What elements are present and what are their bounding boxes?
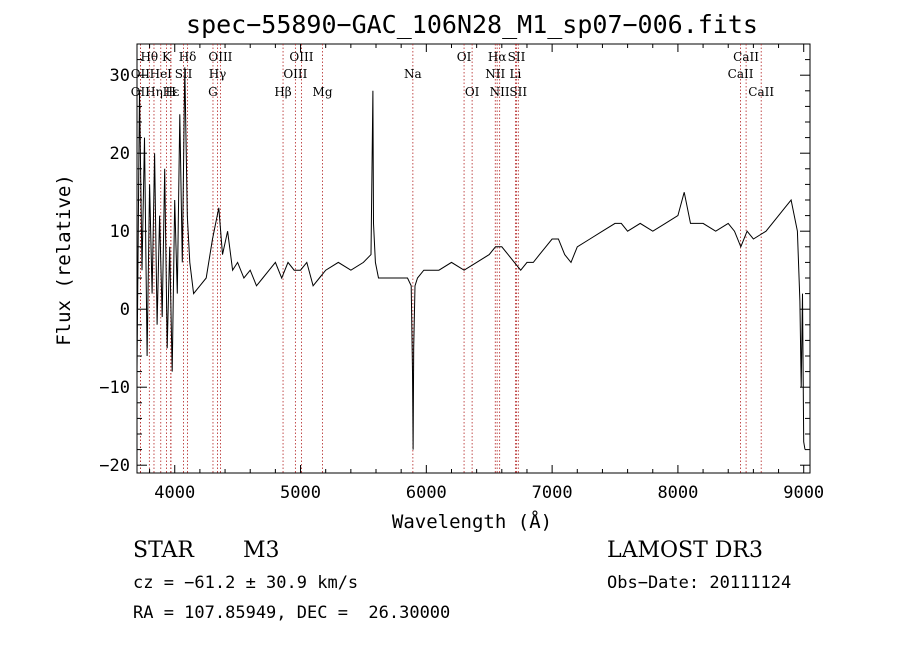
survey-name: LAMOST DR3 [607,538,763,563]
ra-dec-coordinates: RA = 107.85949, DEC = 26.30000 [133,603,451,623]
line-label-23: Hβ [274,85,291,99]
x-axis-ticks: 4000 5000 6000 7000 8000 9000 [149,44,824,503]
x-tick-label: 4000 [154,483,195,503]
line-label-4: OIII [289,50,313,64]
y-axis-ticks: −20 −10 0 10 20 30 [99,43,810,476]
y-tick-label: 20 [110,144,130,164]
emission-line-markers [139,44,762,473]
y-tick-label: −20 [99,456,130,476]
line-label-9: OII [131,67,151,81]
chart-title: spec−55890−GAC_106N28_M1_sp07−006.fits [186,10,758,39]
x-tick-label: 6000 [406,483,447,503]
y-tick-label: 10 [110,222,130,242]
observation-date: Obs−Date: 20111124 [607,573,792,593]
plot-frame [136,43,811,474]
redshift-cz: cz = −61.2 ± 30.9 km/s [133,573,359,593]
line-label-7: SII [508,50,526,64]
line-label-20: Hη [145,85,163,99]
line-label-16: Li [509,67,521,81]
line-label-11: SII [175,67,193,81]
object-class: STAR [133,538,194,563]
object-subclass: M3 [243,538,280,563]
line-label-17: CaII [728,67,754,81]
line-label-18: OII [131,85,151,99]
line-label-26: NII [490,85,510,99]
line-label-6: Hα [488,50,507,64]
line-label-8: CaII [733,50,759,64]
line-label-14: Na [404,67,422,81]
y-axis-label: Flux (relative) [53,174,75,346]
line-label-12: Hγ [209,67,227,81]
line-label-21: H [165,85,175,99]
y-tick-label: 0 [120,300,130,320]
y-tick-label: 30 [110,66,130,86]
line-label-15: NII [485,67,505,81]
line-label-10: HeI [150,67,173,81]
x-tick-label: 5000 [280,483,321,503]
y-tick-label: −10 [99,378,130,398]
line-label-19: Hε [163,85,180,99]
line-label-3: OIII [208,50,232,64]
x-axis-label: Wavelength (Å) [392,510,552,533]
line-label-28: CaII [748,85,774,99]
line-label-27: SII [509,85,527,99]
line-label-5: OI [457,50,472,64]
line-label-22: G [208,85,218,99]
line-label-0: Hθ [140,50,158,64]
x-tick-label: 9000 [783,483,824,503]
line-label-13: OIII [283,67,307,81]
spectrum-line [136,67,806,450]
line-label-25: OI [465,85,480,99]
line-label-2: Hδ [179,50,197,64]
x-tick-label: 7000 [532,483,573,503]
x-tick-label: 8000 [657,483,698,503]
line-label-24: Mg [313,85,333,99]
line-label-1: K [162,50,172,64]
